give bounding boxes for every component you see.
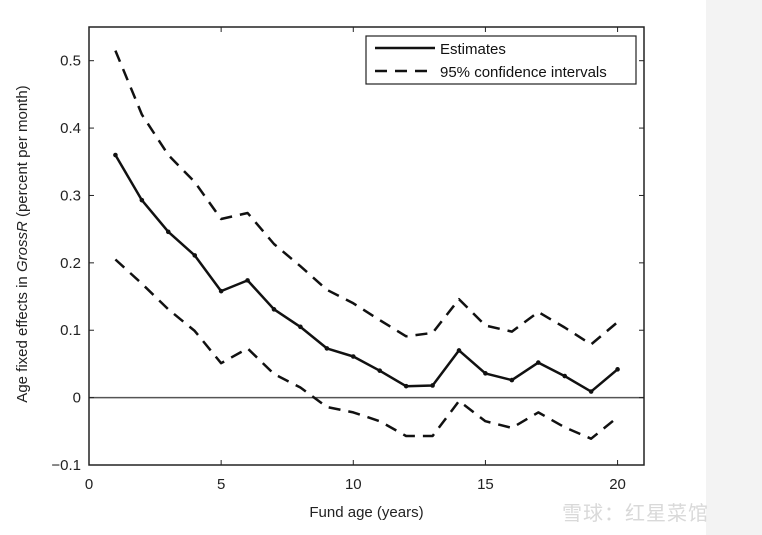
data-point-marker — [483, 371, 488, 376]
y-tick-label: 0.2 — [60, 255, 81, 272]
y-tick-label: −0.1 — [51, 457, 81, 474]
data-point-marker — [165, 229, 171, 235]
legend-item-estimates: Estimates — [440, 41, 506, 58]
data-point-marker — [403, 383, 409, 389]
data-point-marker — [271, 307, 277, 312]
data-point-marker — [535, 360, 541, 365]
data-point-marker — [509, 377, 515, 383]
axis-ticks: 0 5 10 15 20−0.100.10.20.30.40.5 — [51, 27, 644, 493]
y-tick-label: 0.1 — [60, 322, 81, 339]
data-point-marker — [615, 367, 620, 372]
data-point-marker — [139, 197, 145, 203]
data-point-marker — [324, 346, 330, 351]
legend-item-confidence-intervals: 95% confidence intervals — [440, 64, 607, 81]
watermark: 雪球：红星菜馆 — [562, 501, 709, 525]
y-tick-label: 0.3 — [60, 187, 81, 204]
y-axis-label: Age fixed effects in GrossR (percent per… — [14, 85, 31, 402]
x-tick-label: 20 — [609, 476, 626, 493]
data-point-marker — [562, 373, 568, 379]
data-point-marker — [377, 368, 383, 373]
legend-box — [365, 35, 637, 85]
page-margin-band — [706, 0, 762, 535]
plot-frame — [88, 26, 645, 466]
data-point-marker — [113, 152, 118, 158]
data-point-marker — [430, 383, 435, 388]
data-point-marker — [350, 354, 356, 359]
x-axis-label: Fund age (years) — [309, 504, 423, 521]
x-tick-label: 5 — [217, 476, 225, 493]
confidence-interval-upper-line — [114, 50, 619, 346]
data-point-marker — [192, 253, 198, 258]
x-tick-label: 0 — [85, 476, 93, 493]
series-layer — [113, 50, 620, 440]
data-point-marker — [588, 389, 594, 394]
x-tick-label: 10 — [345, 476, 362, 493]
data-point-marker — [298, 324, 303, 330]
x-tick-label: 15 — [477, 476, 494, 493]
legend: Estimates 95% confidence intervals — [365, 35, 637, 85]
data-point-marker — [456, 348, 462, 353]
y-tick-label: 0.4 — [60, 120, 81, 137]
y-tick-label: 0.5 — [60, 53, 81, 70]
estimates-line — [114, 154, 619, 393]
y-tick-label: 0 — [73, 390, 81, 407]
data-point-marker — [245, 278, 250, 283]
data-point-marker — [218, 288, 224, 294]
confidence-interval-lower-line — [114, 258, 619, 440]
